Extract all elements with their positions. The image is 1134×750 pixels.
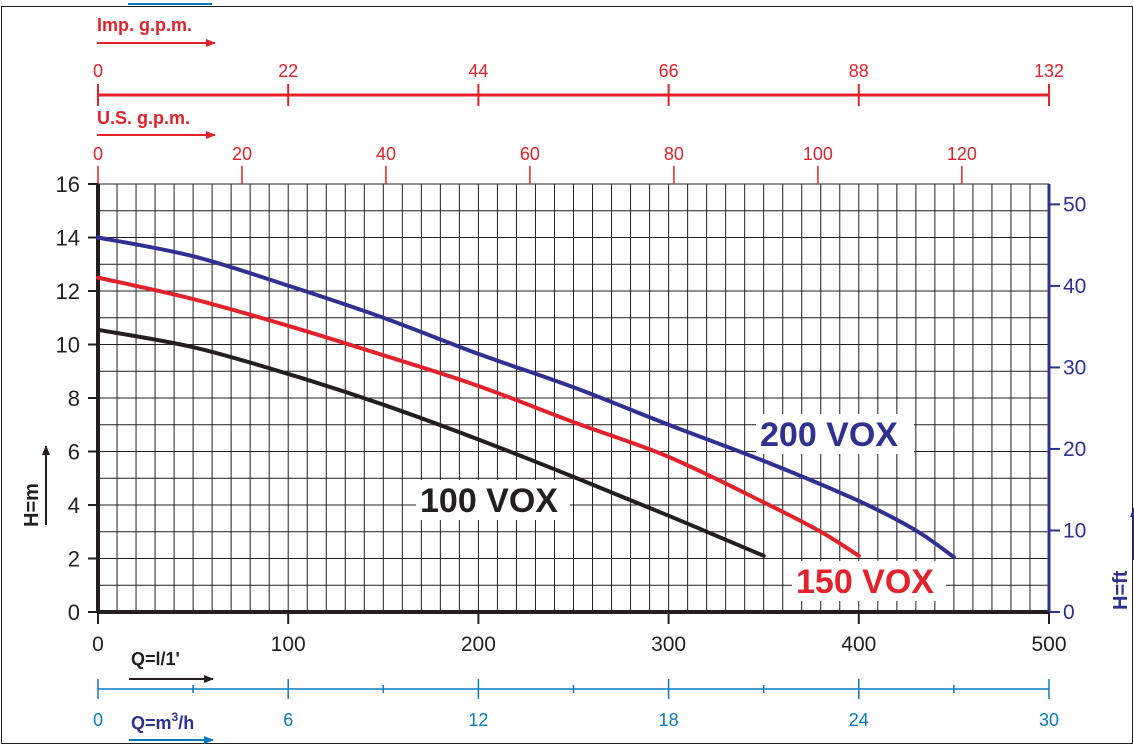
grid bbox=[98, 183, 1050, 613]
imp-gpm-tick-label: 88 bbox=[849, 61, 869, 81]
m3h-label: Q=m3/h bbox=[131, 710, 194, 733]
h-ft-label: H=ft bbox=[1110, 570, 1132, 610]
right-y-axis: 0 10 20 30 40 50 H=ft bbox=[1047, 184, 1134, 624]
us-gpm-tick-label: 60 bbox=[520, 144, 540, 164]
imp-gpm-tick-label: 22 bbox=[278, 61, 298, 81]
left-y-tick-label: 0 bbox=[68, 600, 80, 625]
left-y-tick-label: 14 bbox=[56, 226, 80, 251]
m3h-axis: 0 6 12 18 24 30 Q=m3/h bbox=[93, 679, 1059, 744]
imp-gpm-tick-label: 0 bbox=[93, 61, 103, 81]
right-y-tick-label: 20 bbox=[1063, 438, 1086, 461]
series-line-100-vox bbox=[96, 327, 766, 558]
m3h-tick-label: 24 bbox=[849, 710, 869, 730]
left-y-tick-label: 16 bbox=[56, 172, 80, 197]
m3h-tick-label: 0 bbox=[93, 710, 103, 730]
series-labels: 100 VOX 150 VOX 200 VOX bbox=[416, 414, 946, 601]
series-line-200-vox bbox=[96, 235, 956, 560]
imp-gpm-axis: Imp. g.p.m. 0 22 44 66 88 132 bbox=[93, 15, 1064, 106]
bottom-x-tick-label: 0 bbox=[92, 633, 104, 656]
series-label-200-vox: 200 VOX bbox=[760, 416, 898, 454]
left-y-axis: 0 2 4 6 8 10 12 14 16 bbox=[56, 172, 98, 625]
imp-gpm-tick-label: 44 bbox=[468, 61, 488, 81]
m3h-tick-label: 18 bbox=[659, 710, 679, 730]
series-label-bg-150-vox bbox=[792, 561, 946, 601]
imp-gpm-label: Imp. g.p.m. bbox=[97, 15, 192, 35]
us-gpm-tick-label: 40 bbox=[376, 144, 396, 164]
series-layer bbox=[96, 235, 956, 560]
series-label-150-vox: 150 VOX bbox=[796, 563, 934, 601]
m3h-tick-label: 30 bbox=[1039, 710, 1059, 730]
left-y-tick-label: 8 bbox=[68, 386, 80, 411]
bottom-x-tick-label: 200 bbox=[461, 633, 496, 656]
q-l-label: Q=l/1' bbox=[131, 649, 180, 669]
outer-frame bbox=[1, 6, 1133, 744]
m3h-tick-label: 6 bbox=[283, 710, 293, 730]
us-gpm-tick-label: 20 bbox=[232, 144, 252, 164]
h-m-label: H=m bbox=[21, 483, 43, 527]
us-gpm-label: U.S. g.p.m. bbox=[97, 108, 190, 128]
series-label-100-vox: 100 VOX bbox=[420, 482, 558, 520]
left-y-tick-label: 2 bbox=[68, 547, 80, 572]
us-gpm-axis: U.S. g.p.m. 0 20 40 60 80 100 120 bbox=[93, 108, 977, 184]
series-label-bg-200-vox bbox=[756, 414, 914, 454]
left-y-tick-label: 12 bbox=[56, 279, 80, 304]
series-line-150-vox bbox=[96, 275, 861, 558]
right-y-tick-label: 30 bbox=[1063, 356, 1086, 379]
right-y-tick-label: 0 bbox=[1063, 601, 1075, 624]
right-y-tick-label: 40 bbox=[1063, 275, 1086, 298]
us-gpm-tick-label: 120 bbox=[947, 144, 977, 164]
imp-gpm-tick-label: 132 bbox=[1034, 61, 1064, 81]
bottom-x-axis: Q=l/1' 0 100 200 300 400 500 bbox=[92, 612, 1067, 683]
bottom-x-tick-label: 100 bbox=[271, 633, 306, 656]
imp-gpm-tick-label: 66 bbox=[659, 61, 679, 81]
bottom-x-tick-label: 300 bbox=[651, 633, 686, 656]
us-gpm-tick-label: 0 bbox=[93, 144, 103, 164]
left-y-tick-label: 6 bbox=[68, 440, 80, 465]
left-y-axis-title: H=m bbox=[21, 445, 50, 527]
m3h-tick-label: 12 bbox=[468, 710, 488, 730]
left-y-tick-label: 4 bbox=[68, 493, 80, 518]
us-gpm-tick-label: 80 bbox=[664, 144, 684, 164]
series-label-bg-100-vox bbox=[416, 480, 570, 520]
bottom-x-tick-label: 400 bbox=[841, 633, 876, 656]
right-y-tick-label: 10 bbox=[1063, 519, 1086, 542]
us-gpm-tick-label: 100 bbox=[803, 144, 833, 164]
left-y-tick-label: 10 bbox=[56, 333, 80, 358]
right-y-tick-label: 50 bbox=[1063, 193, 1086, 216]
bottom-x-tick-label: 500 bbox=[1031, 633, 1066, 656]
